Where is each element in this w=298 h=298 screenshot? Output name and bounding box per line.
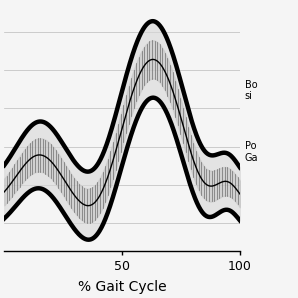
- Text: Bo
si: Bo si: [245, 80, 257, 101]
- X-axis label: % Gait Cycle: % Gait Cycle: [78, 280, 166, 294]
- Text: Po
Ga: Po Ga: [245, 141, 258, 163]
